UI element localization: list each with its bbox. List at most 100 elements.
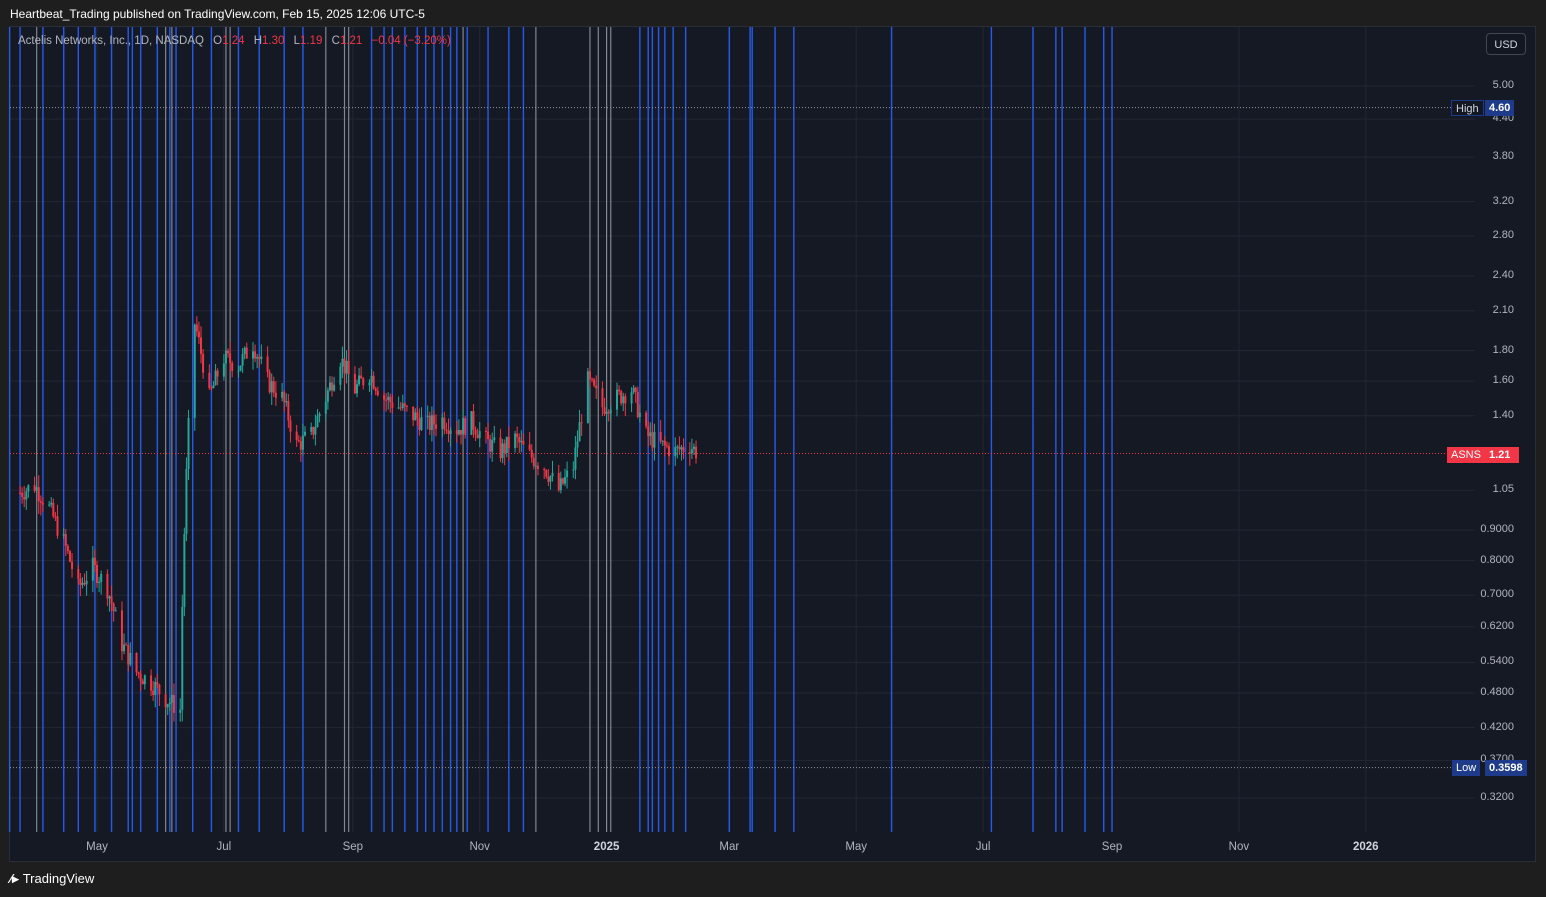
candle-body <box>23 497 26 500</box>
candle-body <box>462 418 465 435</box>
candle-body <box>489 439 492 452</box>
price-axis-label: 2.10 <box>1492 303 1514 316</box>
candle-body <box>682 447 685 453</box>
candle-body <box>216 370 219 377</box>
legend-low-value: 1.19 <box>300 35 323 47</box>
candle-body <box>100 573 103 582</box>
candle-body <box>200 337 202 354</box>
price-axis-label: 0.4200 <box>1480 720 1514 733</box>
candle-body <box>210 387 213 389</box>
candle-body <box>289 420 292 432</box>
candle-body <box>270 381 273 393</box>
candle-body <box>385 399 388 401</box>
candle-body <box>695 446 698 459</box>
candle-body <box>285 401 288 403</box>
candle-body <box>383 395 386 400</box>
candle-body <box>347 360 350 374</box>
currency-button[interactable]: USD <box>1486 33 1526 55</box>
footer-brand[interactable]: ⁄▸ TradingView <box>10 871 94 887</box>
candle-body <box>397 407 400 409</box>
candle-body <box>536 465 539 469</box>
candle-body <box>557 472 560 491</box>
candle-body <box>312 426 315 435</box>
candle-body <box>478 431 481 439</box>
candle-body <box>56 516 59 536</box>
candle-body <box>114 610 117 612</box>
candle-body <box>493 437 496 441</box>
candle-body <box>501 443 504 459</box>
price-axis-label: 5.00 <box>1492 79 1514 91</box>
legend-close-label: C <box>331 35 340 47</box>
time-axis-label: Sep <box>1101 841 1123 853</box>
price-axis-label: 0.9000 <box>1480 523 1514 536</box>
candle-body <box>601 388 604 408</box>
candle-body <box>127 644 130 665</box>
candle-body <box>441 417 444 429</box>
time-axis-label: 2025 <box>593 841 620 853</box>
candle-body <box>254 351 257 359</box>
candle-body <box>638 412 641 418</box>
candle-body <box>530 449 533 458</box>
price-axis-label: 0.3200 <box>1480 791 1514 803</box>
candle-body <box>193 324 196 418</box>
candle-body <box>106 573 109 599</box>
candle-body <box>54 516 57 518</box>
candle-body <box>125 644 128 646</box>
chart-pane[interactable] <box>9 26 1536 862</box>
candle-body <box>183 533 186 607</box>
candle-body <box>166 704 169 708</box>
candle-body <box>391 402 394 408</box>
candle-body <box>503 443 506 453</box>
candle-body <box>603 407 606 414</box>
candle-body <box>663 440 666 446</box>
price-axis-label: 1.40 <box>1492 408 1514 421</box>
candle-body <box>688 452 691 454</box>
candle-body <box>208 372 211 388</box>
candle-body <box>653 431 656 448</box>
legend-open-label: O <box>213 35 223 47</box>
candle-body <box>549 476 552 482</box>
candle-body <box>93 557 96 566</box>
candle-body <box>195 324 198 332</box>
symbol-tag: ASNS <box>1447 447 1485 463</box>
candle-body <box>27 485 30 492</box>
candle-body <box>507 436 510 449</box>
candle-body <box>83 582 86 585</box>
candle-body <box>339 366 342 385</box>
low-value-tag: 0.3598 <box>1485 760 1527 776</box>
price-axis-label: 1.80 <box>1492 343 1514 356</box>
candle-body <box>281 391 284 398</box>
candle-body <box>229 353 232 363</box>
candle-body <box>135 652 138 673</box>
candle-body <box>137 672 140 674</box>
candle-body <box>401 403 404 408</box>
candle-body <box>588 371 591 379</box>
candle-body <box>231 362 234 371</box>
candle-body <box>532 457 535 467</box>
candle-body <box>605 411 608 414</box>
candle-body <box>616 389 618 410</box>
candle-body <box>649 432 652 437</box>
candle-body <box>449 430 452 434</box>
candle-body <box>241 354 244 366</box>
candle-body <box>607 411 610 414</box>
candle-body <box>543 468 546 471</box>
candle-body <box>435 424 438 429</box>
time-axis-label: Jul <box>216 841 232 853</box>
candle-body <box>156 681 159 685</box>
candle-body <box>158 684 161 695</box>
candle-body <box>243 347 246 355</box>
candle-body <box>561 478 564 484</box>
candle-body <box>112 603 115 612</box>
candle-body <box>123 644 126 652</box>
candle-body <box>260 356 263 360</box>
candle-body <box>77 569 80 579</box>
time-axis-label: Nov <box>469 841 490 853</box>
candle-body <box>680 447 683 450</box>
candle-body <box>256 356 259 359</box>
candle-body <box>618 389 621 392</box>
candle-body <box>405 405 408 407</box>
candle-body <box>91 557 94 581</box>
candle-body <box>164 694 167 708</box>
